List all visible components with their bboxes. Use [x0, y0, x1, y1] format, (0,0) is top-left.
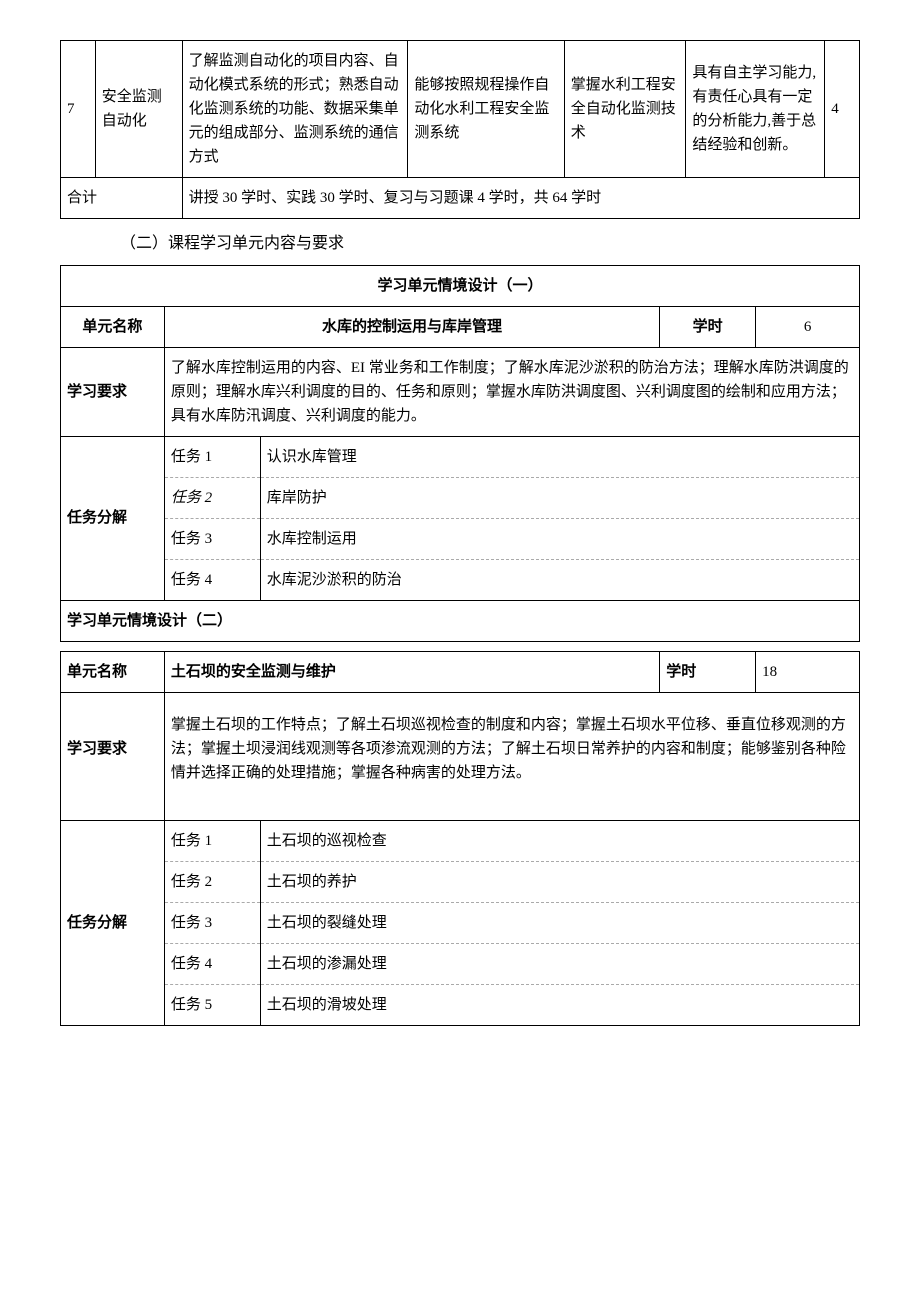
unit1-task-row-3: 任务 3 水库控制运用: [61, 518, 860, 559]
unit2-task5-text: 土石坝的滑坡处理: [260, 984, 859, 1025]
unit2-hours-value: 18: [756, 651, 860, 692]
unit1-task2-num: 任务 2: [164, 477, 260, 518]
total-label: 合计: [61, 178, 183, 219]
top-table: 7 安全监测自动化 了解监测自动化的项目内容、自动化模式系统的形式；熟悉自动化监…: [60, 40, 860, 219]
unit2-tasks-table: 任务分解 任务 1 土石坝的巡视检查 任务 2 土石坝的养护 任务 3 土石坝的…: [60, 820, 860, 1026]
unit2-task1-num: 任务 1: [164, 820, 260, 861]
unit1-name-row: 单元名称 水库的控制运用与库岸管理 学时 6: [61, 306, 860, 347]
unit2-task2-text: 土石坝的养护: [260, 861, 859, 902]
unit2-task2-num: 任务 2: [164, 861, 260, 902]
unit2-task-row-3: 任务 3 土石坝的裂缝处理: [61, 902, 860, 943]
unit2-task4-text: 土石坝的渗漏处理: [260, 943, 859, 984]
unit2-task3-num: 任务 3: [164, 902, 260, 943]
unit1-task2-text: 库岸防护: [260, 477, 859, 518]
unit1-task-row-4: 任务 4 水库泥沙淤积的防治: [61, 559, 860, 600]
unit1-title: 学习单元情境设计（一）: [61, 265, 860, 306]
unit2-name-row: 单元名称 土石坝的安全监测与维护 学时 18: [61, 651, 860, 692]
unit2-tasks-label: 任务分解: [61, 820, 165, 1025]
unit1-task3-text: 水库控制运用: [260, 518, 859, 559]
unit1-task-row-2: 任务 2 库岸防护: [61, 477, 860, 518]
row7-col5: 掌握水利工程安全自动化监测技术: [564, 41, 686, 178]
unit2-table: 单元名称 土石坝的安全监测与维护 学时 18 学习要求 掌握土石坝的工作特点；了…: [60, 651, 860, 821]
unit1-name-value: 水库的控制运用与库岸管理: [164, 306, 659, 347]
unit2-task-row-2: 任务 2 土石坝的养护: [61, 861, 860, 902]
unit1-name-label: 单元名称: [61, 306, 165, 347]
row7-col6: 具有自主学习能力,有责任心具有一定的分析能力,善于总结经验和创新。: [686, 41, 825, 178]
unit2-name-label: 单元名称: [61, 651, 165, 692]
unit1-tasks-table: 任务分解 任务 1 认识水库管理 任务 2 库岸防护 任务 3 水库控制运用 任…: [60, 436, 860, 642]
unit2-task-row-5: 任务 5 土石坝的滑坡处理: [61, 984, 860, 1025]
unit1-task4-num: 任务 4: [164, 559, 260, 600]
unit2-task3-text: 土石坝的裂缝处理: [260, 902, 859, 943]
table-row-7: 7 安全监测自动化 了解监测自动化的项目内容、自动化模式系统的形式；熟悉自动化监…: [61, 41, 860, 178]
unit2-req-label: 学习要求: [61, 692, 165, 820]
section-heading: （二）课程学习单元内容与要求: [120, 231, 860, 257]
unit1-hours-value: 6: [756, 306, 860, 347]
unit2-title: 学习单元情境设计（二）: [61, 600, 860, 641]
unit1-task1-num: 任务 1: [164, 436, 260, 477]
row7-col3: 了解监测自动化的项目内容、自动化模式系统的形式；熟悉自动化监测系统的功能、数据采…: [182, 41, 408, 178]
unit1-task3-num: 任务 3: [164, 518, 260, 559]
unit1-req-row: 学习要求 了解水库控制运用的内容、EI 常业务和工作制度；了解水库泥沙淤积的防治…: [61, 347, 860, 436]
unit1-task-row-1: 任务分解 任务 1 认识水库管理: [61, 436, 860, 477]
row7-col7: 4: [825, 41, 860, 178]
unit1-req-text: 了解水库控制运用的内容、EI 常业务和工作制度；了解水库泥沙淤积的防治方法；理解…: [164, 347, 859, 436]
unit1-hours-label: 学时: [660, 306, 756, 347]
unit2-title-row: 学习单元情境设计（二）: [61, 600, 860, 641]
total-text: 讲授 30 学时、实践 30 学时、复习与习题课 4 学时，共 64 学时: [182, 178, 859, 219]
unit1-title-row: 学习单元情境设计（一）: [61, 265, 860, 306]
unit1-tasks-label: 任务分解: [61, 436, 165, 600]
row7-num: 7: [61, 41, 96, 178]
unit2-task-row-1: 任务分解 任务 1 土石坝的巡视检查: [61, 820, 860, 861]
unit2-task-row-4: 任务 4 土石坝的渗漏处理: [61, 943, 860, 984]
table-row-total: 合计 讲授 30 学时、实践 30 学时、复习与习题课 4 学时，共 64 学时: [61, 178, 860, 219]
row7-name: 安全监测自动化: [95, 41, 182, 178]
unit1-task1-text: 认识水库管理: [260, 436, 859, 477]
unit2-req-row: 学习要求 掌握土石坝的工作特点；了解土石坝巡视检查的制度和内容；掌握土石坝水平位…: [61, 692, 860, 820]
unit1-req-label: 学习要求: [61, 347, 165, 436]
unit2-hours-label: 学时: [660, 651, 756, 692]
unit1-task4-text: 水库泥沙淤积的防治: [260, 559, 859, 600]
unit2-name-value: 土石坝的安全监测与维护: [164, 651, 659, 692]
row7-col4: 能够按照规程操作自动化水利工程安全监测系统: [408, 41, 564, 178]
unit2-task5-num: 任务 5: [164, 984, 260, 1025]
unit2-task1-text: 土石坝的巡视检查: [260, 820, 859, 861]
unit2-req-text: 掌握土石坝的工作特点；了解土石坝巡视检查的制度和内容；掌握土石坝水平位移、垂直位…: [164, 692, 859, 820]
unit1-table: 学习单元情境设计（一） 单元名称 水库的控制运用与库岸管理 学时 6 学习要求 …: [60, 265, 860, 437]
unit2-task4-num: 任务 4: [164, 943, 260, 984]
